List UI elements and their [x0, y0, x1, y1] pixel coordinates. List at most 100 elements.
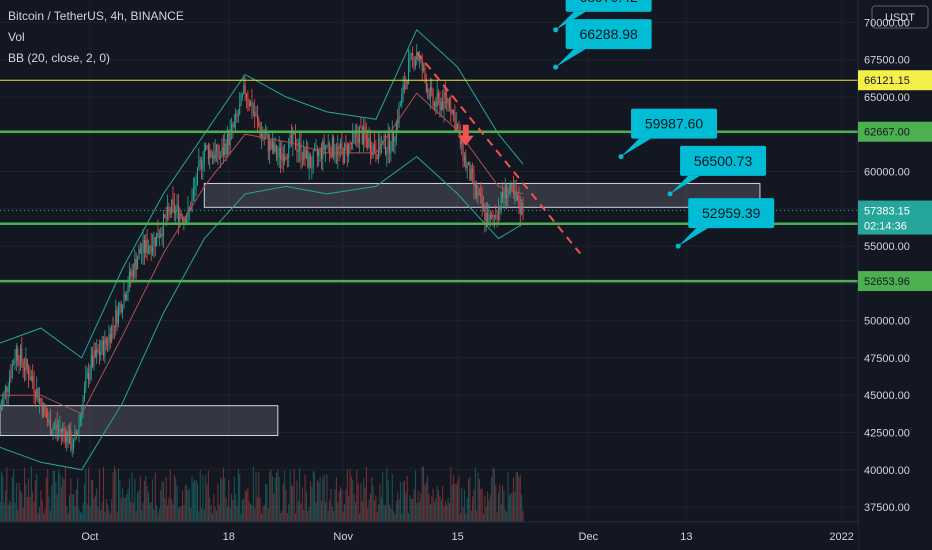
- volume-bar: [186, 485, 188, 522]
- candle-body: [261, 133, 263, 137]
- candle-body: [399, 104, 401, 106]
- volume-bar: [164, 498, 166, 522]
- candle-body: [305, 149, 307, 159]
- volume-bar: [485, 506, 487, 522]
- candle-body: [195, 184, 197, 187]
- candle-body: [432, 90, 434, 107]
- volume-bar: [173, 474, 175, 522]
- candle-body: [18, 360, 20, 365]
- volume-bar: [19, 490, 21, 522]
- candle-body: [232, 124, 234, 128]
- volume-bar: [508, 495, 510, 522]
- volume-bar: [477, 472, 479, 522]
- candle-body: [447, 99, 449, 104]
- candle-body: [11, 364, 13, 378]
- candle-body: [510, 184, 512, 192]
- candle-body: [352, 131, 354, 144]
- candle-body: [107, 343, 109, 345]
- y-tick-label: 42500.00: [864, 428, 910, 440]
- volume-bar: [345, 489, 347, 522]
- candle-body: [59, 429, 61, 430]
- candle-body: [389, 133, 391, 153]
- volume-bar: [188, 488, 190, 522]
- volume-bar: [382, 471, 384, 522]
- candle-body: [290, 135, 292, 144]
- volume-bar: [32, 491, 34, 522]
- volume-bar: [51, 485, 53, 522]
- candle-body: [421, 58, 423, 71]
- volume-bar: [293, 469, 295, 522]
- volume-bar: [109, 513, 111, 522]
- volume-bar: [420, 492, 422, 522]
- candle-body: [135, 258, 137, 270]
- volume-bar: [461, 488, 463, 522]
- volume-bar: [14, 502, 16, 522]
- volume-bar: [274, 477, 276, 522]
- candle-body: [348, 143, 350, 157]
- callout-pointer: [670, 175, 701, 194]
- candle-body: [40, 398, 42, 403]
- volume-bar: [468, 478, 470, 522]
- candle-body: [134, 258, 136, 277]
- volume-bar: [33, 501, 35, 522]
- volume-bar: [218, 505, 220, 522]
- volume-bar: [103, 467, 105, 522]
- candle-body: [6, 386, 8, 393]
- volume-bar: [165, 476, 167, 522]
- volume-bar: [228, 479, 230, 522]
- volume-bar: [128, 478, 130, 522]
- volume-bar: [58, 470, 60, 522]
- volume-bar: [409, 495, 411, 522]
- volume-bar: [504, 509, 506, 522]
- candle-body: [145, 239, 147, 253]
- volume-bar: [383, 505, 385, 522]
- volume-bar: [192, 482, 194, 522]
- candle-body: [10, 377, 12, 378]
- volume-bar: [339, 487, 341, 522]
- volume-bar: [11, 476, 13, 522]
- volume-bar: [307, 510, 309, 522]
- candle-body: [255, 114, 257, 117]
- candle-body: [469, 162, 471, 181]
- candle-body: [474, 183, 476, 187]
- volume-bar: [502, 485, 504, 522]
- volume-bar: [93, 497, 95, 522]
- volume-bar: [55, 481, 57, 522]
- volume-bar: [90, 480, 92, 522]
- candle-body: [329, 143, 331, 151]
- volume-bar: [217, 483, 219, 522]
- volume-bar: [168, 497, 170, 522]
- x-tick-label: Oct: [81, 531, 98, 543]
- candle-body: [314, 149, 316, 152]
- price-level-tag: [858, 70, 932, 91]
- volume-bar: [139, 476, 141, 522]
- volume-bar: [203, 509, 205, 522]
- callout-anchor: [553, 64, 559, 70]
- candle-body: [308, 155, 310, 168]
- volume-bar: [135, 510, 137, 522]
- volume-bar: [161, 480, 163, 522]
- volume-bar: [254, 508, 256, 522]
- candle-body: [88, 372, 90, 380]
- candle-body: [90, 354, 92, 371]
- volume-bar: [315, 502, 317, 522]
- volume-bar: [115, 470, 117, 522]
- volume-bar: [322, 477, 324, 522]
- volume-bar: [68, 495, 70, 522]
- candle-body: [360, 127, 362, 129]
- candle-body: [295, 134, 297, 149]
- candle-body: [311, 167, 313, 169]
- volume-bar: [338, 491, 340, 522]
- volume-bar: [431, 496, 433, 522]
- symbol-title: Bitcoin / TetherUS, 4h, BINANCE: [8, 9, 184, 23]
- candle-body: [368, 138, 370, 148]
- volume-bar: [413, 489, 415, 522]
- volume-bar: [281, 510, 283, 522]
- candle-body: [511, 184, 513, 189]
- volume-bar: [85, 468, 87, 522]
- candle-body: [300, 142, 302, 160]
- volume-bar: [331, 506, 333, 522]
- volume-bar: [421, 466, 423, 522]
